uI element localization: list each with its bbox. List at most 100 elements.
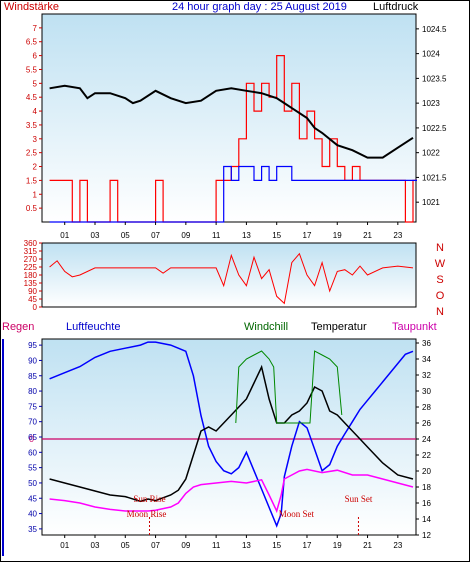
y2-tick-label: 1024 bbox=[422, 50, 440, 59]
y-tick-label: 2.5 bbox=[26, 149, 38, 158]
y-tick-label: 4.5 bbox=[26, 93, 38, 102]
compass-label: S bbox=[436, 274, 443, 286]
y-tick-label: 50 bbox=[28, 479, 37, 488]
x-tick-label: 03 bbox=[91, 541, 100, 550]
x-tick-label: 17 bbox=[303, 541, 312, 550]
y2-tick-label: 1022 bbox=[422, 149, 440, 158]
y-tick-label: 0.5 bbox=[26, 204, 38, 213]
y2-tick-label: 1021 bbox=[422, 198, 440, 207]
humidity-label: Luftfeuchte bbox=[66, 321, 120, 333]
x-tick-label: 15 bbox=[272, 231, 281, 240]
dewpoint-label: Taupunkt bbox=[392, 321, 437, 333]
y2-tick-label: 24 bbox=[422, 435, 431, 444]
rain-label: Regen bbox=[2, 321, 34, 333]
series-Taupunkt bbox=[49, 468, 414, 514]
x-tick-label: 01 bbox=[60, 541, 69, 550]
y-tick-label: 90 bbox=[28, 287, 37, 296]
x-tick-label: 23 bbox=[393, 231, 402, 240]
event-label: Moon Set bbox=[279, 509, 315, 519]
x-tick-label: 03 bbox=[91, 231, 100, 240]
event-label: Sun Set bbox=[345, 494, 373, 504]
x-tick-label: 19 bbox=[333, 541, 342, 550]
y-tick-label: 1.5 bbox=[26, 176, 38, 185]
y-tick-label: 5 bbox=[33, 79, 38, 88]
x-tick-label: 09 bbox=[181, 541, 190, 550]
wind-speed-title: Windstärke bbox=[4, 1, 59, 13]
y-tick-label: 2 bbox=[33, 163, 38, 172]
y2-tick-label: 1022.5 bbox=[422, 124, 447, 133]
y-tick-label: 270 bbox=[24, 255, 38, 264]
y2-tick-label: 16 bbox=[422, 499, 431, 508]
windchill-label: Windchill bbox=[244, 321, 288, 333]
y2-tick-label: 22 bbox=[422, 451, 431, 460]
y2-tick-label: 1023.5 bbox=[422, 74, 447, 83]
y-tick-label: 0 bbox=[33, 303, 38, 312]
y-tick-label: 45 bbox=[28, 494, 37, 503]
rain-zero-label: 0 bbox=[29, 434, 34, 444]
x-tick-label: 11 bbox=[212, 231, 221, 240]
series-Windrichtung bbox=[49, 252, 414, 305]
wind-direction-panel bbox=[41, 242, 417, 308]
y2-tick-label: 1023 bbox=[422, 99, 440, 108]
series-Windchill bbox=[235, 350, 343, 424]
y-tick-label: 315 bbox=[24, 247, 38, 256]
x-tick-label: 09 bbox=[181, 231, 190, 240]
y2-tick-label: 1024.5 bbox=[422, 25, 447, 34]
y-tick-label: 75 bbox=[28, 402, 37, 411]
y2-tick-label: 32 bbox=[422, 371, 431, 380]
temp-humidity-panel bbox=[41, 338, 417, 536]
series-Böen bbox=[49, 165, 417, 223]
event-label: Sun Rise bbox=[133, 494, 165, 504]
y2-tick-label: 36 bbox=[422, 339, 431, 348]
temperature-label: Temperatur bbox=[311, 321, 367, 333]
y-tick-label: 4 bbox=[33, 107, 38, 116]
y-tick-label: 80 bbox=[28, 387, 37, 396]
y-tick-label: 6.5 bbox=[26, 38, 38, 47]
x-tick-label: 21 bbox=[363, 541, 372, 550]
y-tick-label: 360 bbox=[24, 239, 38, 248]
y2-tick-label: 26 bbox=[422, 419, 431, 428]
x-tick-label: 13 bbox=[242, 231, 251, 240]
y-tick-label: 90 bbox=[28, 356, 37, 365]
compass-label: N bbox=[436, 242, 444, 254]
y-tick-label: 225 bbox=[24, 263, 38, 272]
y2-tick-label: 1021.5 bbox=[422, 173, 447, 182]
y-tick-label: 95 bbox=[28, 341, 37, 350]
series-Luftdruck bbox=[49, 84, 414, 159]
x-tick-label: 23 bbox=[393, 541, 402, 550]
x-tick-label: 05 bbox=[121, 541, 130, 550]
compass-label: O bbox=[436, 290, 445, 302]
series-Windstärke bbox=[49, 54, 417, 223]
series-Temperatur bbox=[49, 364, 414, 503]
x-tick-label: 17 bbox=[303, 231, 312, 240]
y-tick-label: 5.5 bbox=[26, 65, 38, 74]
y-tick-label: 6 bbox=[33, 52, 38, 61]
y2-tick-label: 18 bbox=[422, 483, 431, 492]
y2-tick-label: 28 bbox=[422, 403, 431, 412]
graph-title: 24 hour graph day : 25 August 2019 bbox=[172, 1, 347, 13]
y-tick-label: 85 bbox=[28, 372, 37, 381]
y-tick-label: 45 bbox=[28, 295, 37, 304]
event-label: Moon Rise bbox=[127, 509, 167, 519]
y2-tick-label: 14 bbox=[422, 515, 431, 524]
x-tick-label: 13 bbox=[242, 541, 251, 550]
y-tick-label: 3 bbox=[33, 135, 38, 144]
y-tick-label: 7 bbox=[33, 24, 38, 33]
y-tick-label: 35 bbox=[28, 525, 37, 534]
x-tick-label: 01 bbox=[60, 231, 69, 240]
y-tick-label: 40 bbox=[28, 510, 37, 519]
compass-label: W bbox=[435, 258, 446, 270]
wind-pressure-panel bbox=[41, 13, 417, 223]
y2-tick-label: 34 bbox=[422, 355, 431, 364]
x-tick-label: 21 bbox=[363, 231, 372, 240]
x-tick-label: 07 bbox=[151, 231, 160, 240]
x-tick-label: 07 bbox=[151, 541, 160, 550]
y-tick-label: 70 bbox=[28, 418, 37, 427]
y-tick-label: 180 bbox=[24, 271, 38, 280]
y2-tick-label: 20 bbox=[422, 467, 431, 476]
x-tick-label: 11 bbox=[212, 541, 221, 550]
y-tick-label: 3.5 bbox=[26, 121, 38, 130]
x-tick-label: 15 bbox=[272, 541, 281, 550]
y-tick-label: 65 bbox=[28, 433, 37, 442]
